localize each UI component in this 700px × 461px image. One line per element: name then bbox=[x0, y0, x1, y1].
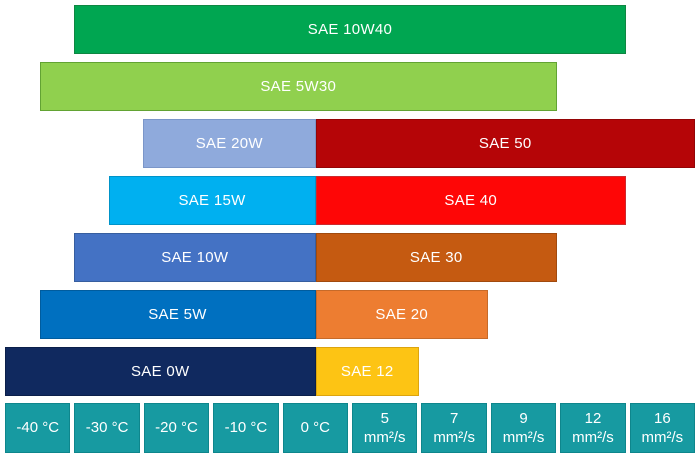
bar-label: SAE 0W bbox=[131, 363, 190, 380]
bar-label: SAE 40 bbox=[444, 192, 498, 209]
chart-row-6: SAE 0W SAE 12 bbox=[5, 347, 695, 396]
bar-label: SAE 5W bbox=[148, 306, 207, 323]
axis-cell-16-mm-s: 16 mm²/s bbox=[629, 403, 696, 453]
axis-cell-20-c: -20 °C bbox=[143, 403, 210, 453]
axis-cell-7-mm-s: 7 mm²/s bbox=[421, 403, 487, 453]
segment-sae-15w: SAE 15W bbox=[108, 176, 316, 225]
segment-sae-20: SAE 20 bbox=[315, 290, 488, 339]
axis-cell-0-c: 0 °C bbox=[282, 403, 349, 453]
chart-row-4: SAE 10W SAE 30 bbox=[5, 233, 695, 282]
axis-cell-5-mm-s: 5 mm²/s bbox=[352, 403, 418, 453]
bar-label: SAE 12 bbox=[340, 363, 394, 380]
bar-label: SAE 5W30 bbox=[260, 78, 337, 95]
bar-label: SAE 10W40 bbox=[307, 21, 393, 38]
segment-sae-50: SAE 50 bbox=[315, 119, 695, 168]
chart-row-3: SAE 15W SAE 40 bbox=[5, 176, 695, 225]
bar-label: SAE 15W bbox=[178, 192, 246, 209]
axis-row: -40 °C -30 °C -20 °C -10 °C 0 °C 5 mm²/s 7 mm²… bbox=[5, 403, 696, 453]
axis-cell-12-mm-s: 12 mm²/s bbox=[560, 403, 626, 453]
bar-label: SAE 50 bbox=[478, 135, 532, 152]
chart-row-5: SAE 5W SAE 20 bbox=[5, 290, 695, 339]
segment-sae-5w: SAE 5W bbox=[39, 290, 316, 339]
chart-row-2: SAE 20W SAE 50 bbox=[5, 119, 695, 168]
axis-cell-9-mm-s: 9 mm²/s bbox=[490, 403, 557, 453]
segment-sae-5w30: SAE 5W30 bbox=[39, 62, 557, 111]
segment-sae-0w: SAE 0W bbox=[5, 347, 316, 396]
bar-label: SAE 20W bbox=[195, 135, 263, 152]
chart-row-0: SAE 10W40 bbox=[5, 5, 695, 54]
bar-label: SAE 20 bbox=[375, 306, 429, 323]
plot-area: SAE 10W40 SAE 5W30 SAE 20W SAE 50 SAE 15W SAE… bbox=[5, 5, 696, 453]
chart-row-1: SAE 5W30 bbox=[5, 62, 695, 111]
segment-sae-10w40: SAE 10W40 bbox=[74, 5, 626, 54]
axis-cell-10-c: -10 °C bbox=[213, 403, 279, 453]
segment-sae-20w: SAE 20W bbox=[143, 119, 316, 168]
axis-cell-40-c: -40 °C bbox=[5, 403, 71, 453]
bar-label: SAE 10W bbox=[161, 249, 229, 266]
segment-sae-30: SAE 30 bbox=[315, 233, 557, 282]
segment-sae-40: SAE 40 bbox=[315, 176, 626, 225]
segment-sae-12: SAE 12 bbox=[315, 347, 419, 396]
segment-sae-10w: SAE 10W bbox=[74, 233, 316, 282]
axis-cell-30-c: -30 °C bbox=[74, 403, 140, 453]
bar-label: SAE 30 bbox=[409, 249, 463, 266]
bars-area: SAE 10W40 SAE 5W30 SAE 20W SAE 50 SAE 15W SAE… bbox=[5, 5, 695, 396]
